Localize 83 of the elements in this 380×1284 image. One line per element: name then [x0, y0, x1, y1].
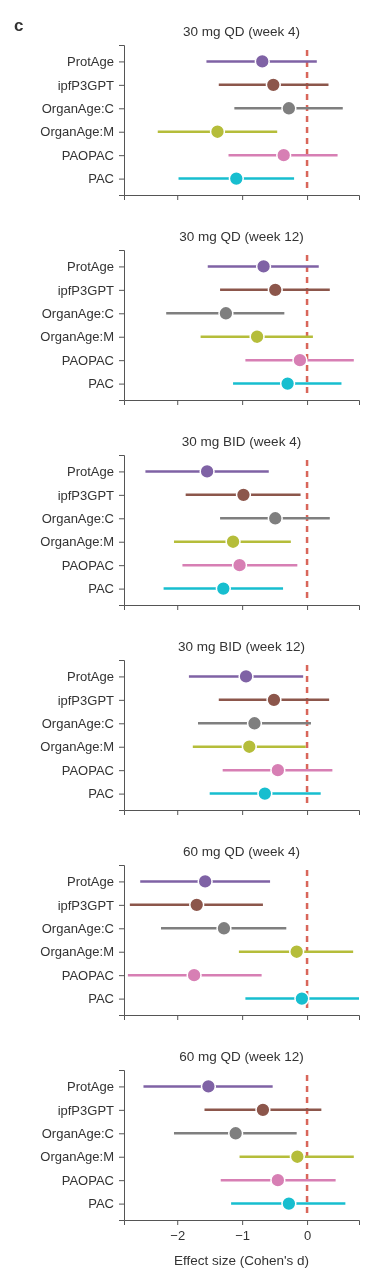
point [197, 873, 213, 890]
y-tick-label: PAOPAC [61, 557, 114, 573]
x-tick-label: −1 [235, 1228, 251, 1244]
x-axis-title: Effect size (Cohen's d) [173, 1253, 310, 1268]
y-tick-label: OrganAge:M [40, 124, 114, 140]
y-tick-label: ipfP3GPT [57, 692, 115, 708]
point [289, 1149, 305, 1165]
y-tick-label: ipfP3GPT [57, 77, 115, 93]
y-tick-label: PAC [88, 786, 114, 802]
y-tick-label: ipfP3GPT [57, 1102, 115, 1118]
point [281, 1195, 297, 1212]
y-tick-label: OrganAge:M [40, 944, 114, 960]
y-tick-label: PAOPAC [61, 1172, 114, 1188]
y-tick-label: OrganAge:M [40, 739, 114, 755]
point [267, 282, 283, 298]
point [294, 990, 310, 1007]
y-tick-label: ipfP3GPT [57, 487, 115, 503]
point [228, 1125, 244, 1141]
y-tick-label: PAOPAC [61, 147, 114, 163]
y-tick-label: ProtAge [67, 259, 114, 275]
chart-title: 30 mg QD (week 4) [182, 24, 301, 39]
point [270, 762, 286, 778]
point [218, 305, 234, 321]
y-tick-label: OrganAge:C [41, 510, 114, 526]
y-tick-label: OrganAge:C [41, 100, 114, 116]
point [246, 715, 263, 731]
chart-title: 30 mg BID (week 12) [178, 639, 305, 654]
point [241, 739, 257, 755]
y-tick-label: ProtAge [67, 669, 114, 685]
y-tick-label: PAOPAC [61, 352, 114, 368]
chart-title: 30 mg BID (week 4) [181, 434, 302, 449]
y-tick-label: OrganAge:M [40, 1149, 114, 1165]
y-tick-label: PAC [88, 171, 114, 187]
y-tick-label: ipfP3GPT [57, 897, 115, 913]
chart-title: 30 mg QD (week 12) [179, 229, 304, 244]
y-tick-label: ipfP3GPT [57, 282, 115, 298]
point [200, 1078, 217, 1095]
point [228, 170, 244, 187]
x-tick-label: 0 [303, 1228, 312, 1244]
point [257, 785, 273, 802]
point [189, 897, 205, 913]
y-tick-label: ProtAge [67, 54, 114, 70]
point [235, 487, 252, 503]
point [265, 77, 281, 93]
point [215, 580, 231, 597]
point [270, 1172, 286, 1188]
point [254, 53, 270, 70]
y-tick-label: PAC [88, 991, 114, 1007]
y-tick-label: ProtAge [67, 1079, 114, 1095]
chart-title: 60 mg QD (week 4) [182, 844, 301, 859]
point [225, 534, 241, 550]
y-tick-label: PAOPAC [61, 967, 114, 983]
y-tick-label: ProtAge [67, 874, 114, 890]
y-tick-label: ProtAge [67, 464, 114, 480]
point [209, 124, 226, 140]
y-tick-label: OrganAge:C [41, 715, 114, 731]
point [279, 375, 296, 392]
point [267, 510, 283, 526]
point [216, 920, 232, 936]
point [281, 100, 297, 116]
point [199, 463, 215, 480]
point [289, 944, 305, 960]
y-tick-label: OrganAge:C [41, 1125, 114, 1141]
y-tick-label: PAC [88, 1196, 114, 1212]
point [238, 668, 254, 685]
chart-title: 60 mg QD (week 12) [179, 1049, 304, 1064]
text: c [14, 16, 24, 35]
y-tick-label: PAOPAC [61, 762, 114, 778]
point [255, 1102, 271, 1118]
point [266, 692, 282, 708]
y-tick-label: OrganAge:M [40, 329, 114, 345]
point [255, 258, 272, 275]
point [231, 557, 248, 573]
x-tick-label: −2 [170, 1228, 186, 1244]
y-tick-label: PAC [88, 376, 114, 392]
y-tick-label: OrganAge:C [41, 305, 114, 321]
point [186, 967, 202, 983]
y-tick-label: OrganAge:M [40, 534, 114, 550]
y-tick-label: PAC [88, 581, 114, 597]
point [276, 147, 292, 163]
point [292, 352, 308, 368]
point [249, 329, 265, 345]
y-tick-label: OrganAge:C [41, 920, 114, 936]
